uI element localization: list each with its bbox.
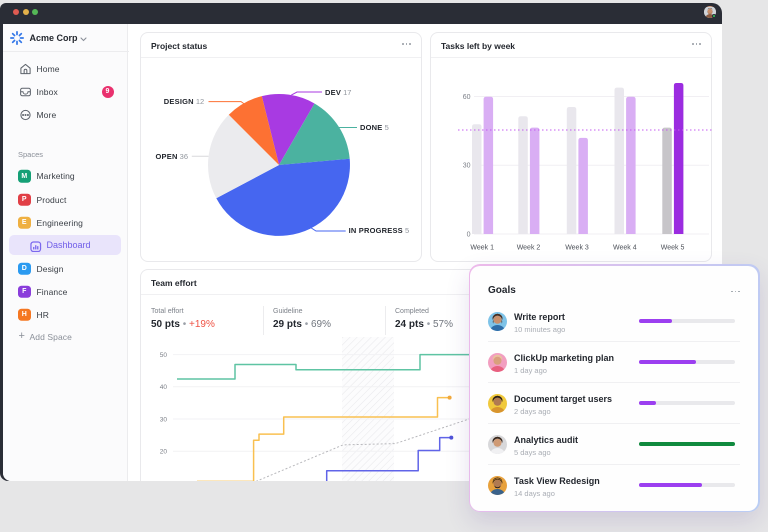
svg-text:20: 20 [160, 449, 168, 456]
svg-text:60: 60 [463, 94, 471, 101]
svg-text:30: 30 [160, 416, 168, 423]
svg-text:Week 5: Week 5 [661, 245, 685, 252]
svg-text:Week 4: Week 4 [613, 245, 637, 252]
svg-text:0: 0 [467, 232, 471, 239]
svg-text:40: 40 [160, 384, 168, 391]
svg-text:30: 30 [463, 163, 471, 170]
svg-text:50: 50 [160, 352, 168, 359]
svg-text:Week 1: Week 1 [470, 245, 494, 252]
svg-text:Week 2: Week 2 [517, 245, 541, 252]
svg-text:Week 3: Week 3 [565, 245, 589, 252]
